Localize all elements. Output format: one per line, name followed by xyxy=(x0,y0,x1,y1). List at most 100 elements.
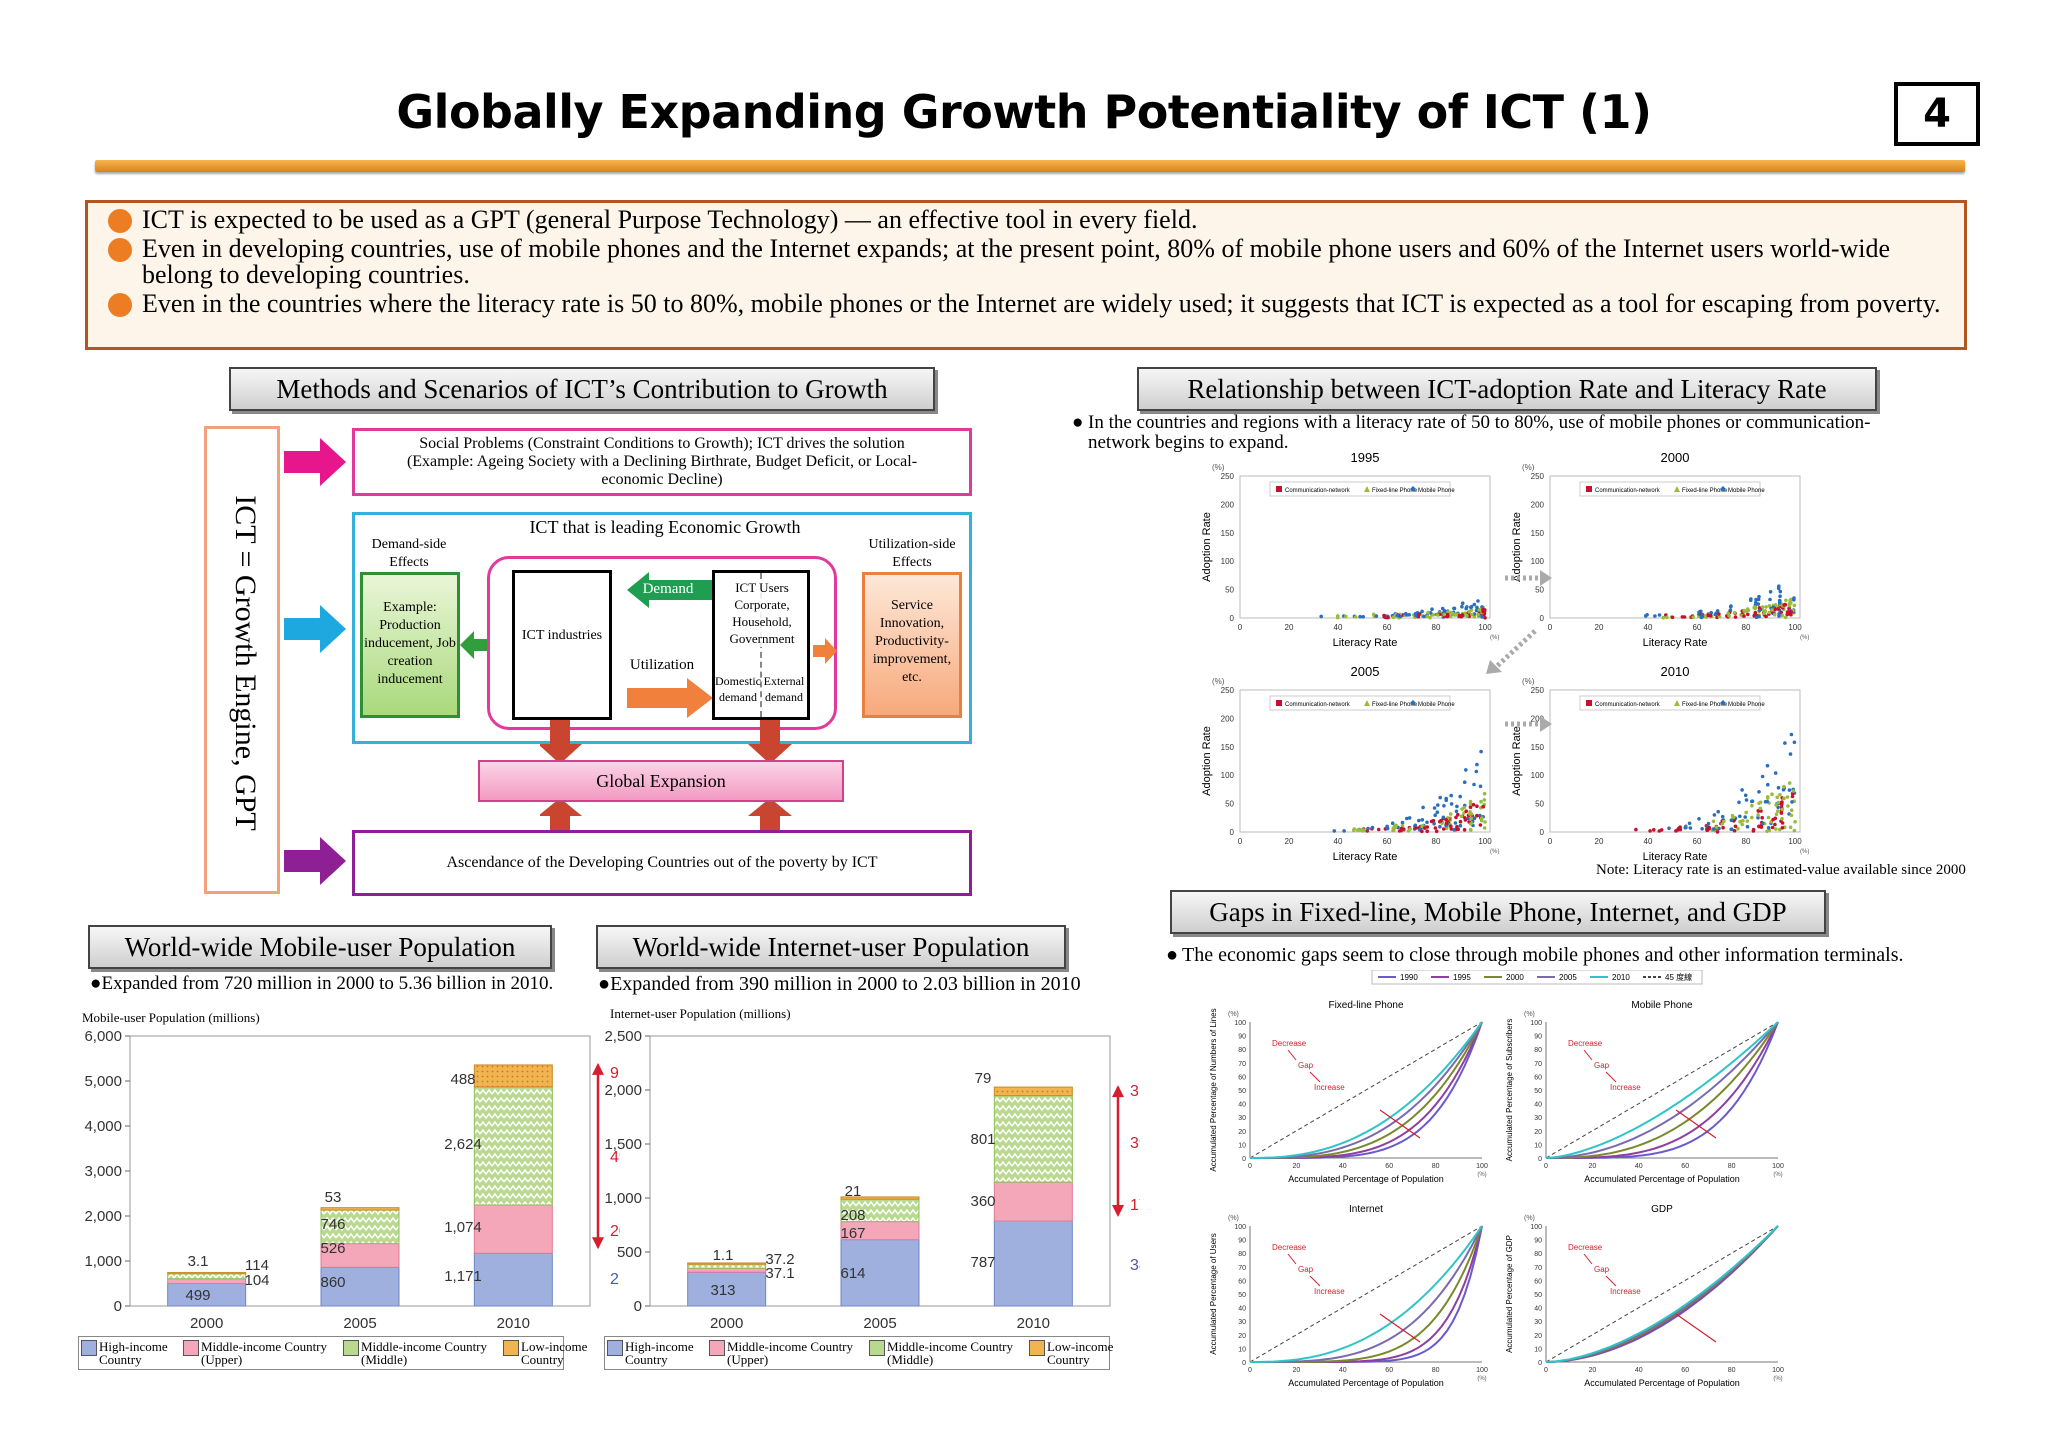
scatter-point xyxy=(1455,804,1459,809)
sequence-arrow-icon xyxy=(1540,570,1552,586)
scatter-point xyxy=(1446,612,1450,617)
y-tick-label: 30 xyxy=(1238,1319,1246,1326)
data-label: 801 xyxy=(970,1131,995,1148)
annotation-decrease: Decrease xyxy=(1568,1039,1603,1048)
legend-swatch xyxy=(709,1340,725,1356)
y-tick-label: 20 xyxy=(1534,1129,1542,1136)
bar-segment xyxy=(473,1252,553,1307)
x-axis-label: Literacy Rate xyxy=(1333,851,1398,863)
scatter-point xyxy=(1773,771,1778,775)
scatter-point xyxy=(1787,781,1792,785)
data-label: 360 xyxy=(970,1193,995,1210)
legend-item: Low-income Country xyxy=(503,1340,599,1366)
mobile-bar-chart: 0 1,000 2,000 3,000 4,000 5,000 6,000 2000 2005 2… xyxy=(84,1028,620,1332)
scatter-point xyxy=(1687,821,1692,826)
scatter-point xyxy=(1463,816,1467,820)
scatter-point xyxy=(1430,607,1434,611)
x-tick-label: 80 xyxy=(1728,1367,1736,1374)
share-percent-label: 38.8% xyxy=(1130,1257,1140,1274)
bar-segment xyxy=(473,1064,553,1088)
x-tick-label: 0 xyxy=(1544,1163,1548,1170)
y-tick-label: 70 xyxy=(1238,1265,1246,1272)
leading-growth-title: ICT that is leading Economic Growth xyxy=(529,517,801,537)
panel-year: 2010 xyxy=(1661,664,1690,679)
scatter-point xyxy=(1744,798,1749,802)
scatter-point xyxy=(1476,612,1480,617)
scatter-point xyxy=(1707,826,1712,831)
share-percent-label: 20.1% xyxy=(610,1223,620,1240)
scatter-point xyxy=(1376,827,1381,832)
intro-bullet: Even in the countries where the literacy… xyxy=(108,291,1954,317)
scatter-point xyxy=(1757,594,1761,599)
scatter-point xyxy=(1757,790,1761,794)
bullet-icon: ● xyxy=(90,973,102,994)
equality-line xyxy=(1249,1021,1483,1159)
scatter-point xyxy=(1460,604,1464,609)
scatter-point xyxy=(1452,827,1456,832)
scatter-point xyxy=(1783,615,1788,620)
scatter-point xyxy=(1776,800,1781,805)
legend-marker xyxy=(1364,486,1370,492)
leading-growth-frame xyxy=(352,512,972,744)
growth-engine-label: ICT = Growth Engine, GPT xyxy=(229,495,262,831)
y-tick-label: 0 xyxy=(1230,828,1235,837)
scatter-point xyxy=(1429,819,1434,824)
scatter-point xyxy=(1457,613,1462,618)
scatter-point xyxy=(1750,799,1755,803)
scatter-point xyxy=(1417,818,1421,823)
panel-year: 2005 xyxy=(1351,664,1380,679)
scatter-point xyxy=(1778,589,1783,594)
scatter-point xyxy=(1460,613,1465,617)
scatter-point xyxy=(1721,825,1725,830)
data-label: 1,074 xyxy=(444,1219,482,1236)
scatter-point xyxy=(1448,812,1453,816)
scatter-point xyxy=(1441,827,1446,831)
scatter-point xyxy=(1462,780,1467,784)
scatter-point xyxy=(1792,603,1797,608)
scatter-point xyxy=(1733,824,1738,829)
legend-label: 2000 xyxy=(1506,973,1524,982)
mobile-chart-legend: High-income Country Middle-income Country… xyxy=(78,1336,587,1370)
y-tick-label: 10 xyxy=(1534,1142,1542,1149)
bullet-dot-icon xyxy=(108,238,132,262)
annotation-decrease: Decrease xyxy=(1568,1243,1603,1252)
share-percent-label: 3.9% xyxy=(1130,1083,1140,1100)
data-label: 313 xyxy=(710,1282,735,1299)
data-label: 208 xyxy=(840,1207,865,1224)
scatter-point xyxy=(1407,816,1412,820)
scatter-point xyxy=(1716,809,1720,814)
y-tick-label: 90 xyxy=(1534,1238,1542,1245)
bar-segment xyxy=(320,1266,400,1307)
scatter-point xyxy=(1477,608,1482,612)
annotation-decrease: Decrease xyxy=(1272,1039,1307,1048)
scatter-point xyxy=(1729,827,1734,831)
bullet-dot-icon xyxy=(108,293,132,317)
scatter-point xyxy=(1465,614,1469,618)
scatter-point xyxy=(1414,826,1418,830)
growth-engine-panel: ICT = Growth Engine, GPT xyxy=(204,426,280,894)
y-tick-label: 100 xyxy=(1221,771,1235,780)
y-tick-label: 40 xyxy=(1534,1102,1542,1109)
bar-segment xyxy=(473,1086,553,1206)
scatter-point xyxy=(1449,610,1453,615)
scatter-point xyxy=(1758,800,1763,805)
scatter-point xyxy=(1760,605,1765,609)
scatter-point xyxy=(1370,825,1375,830)
page-title: Globally Expanding Growth Potentiality o… xyxy=(396,85,1652,139)
x-tick-label: 0 xyxy=(1238,623,1243,632)
blue-arrow-icon xyxy=(284,605,346,653)
legend-marker xyxy=(1276,486,1282,492)
scatter-point xyxy=(1332,829,1337,833)
literacy-heading: Relationship between ICT-adoption Rate a… xyxy=(1137,367,1877,411)
y-tick-label: 150 xyxy=(1221,529,1235,538)
scatter-point xyxy=(1458,819,1463,824)
x-axis-label: Accumulated Percentage of Population xyxy=(1288,1174,1444,1184)
unit-label: (%) xyxy=(1800,849,1809,855)
x-axis-label: Literacy Rate xyxy=(1643,851,1708,863)
scatter-point xyxy=(1792,596,1796,600)
scatter-point xyxy=(1475,605,1479,610)
scatter-point xyxy=(1780,613,1784,618)
scatter-point xyxy=(1374,614,1379,618)
y-tick-label: 10 xyxy=(1534,1346,1542,1353)
